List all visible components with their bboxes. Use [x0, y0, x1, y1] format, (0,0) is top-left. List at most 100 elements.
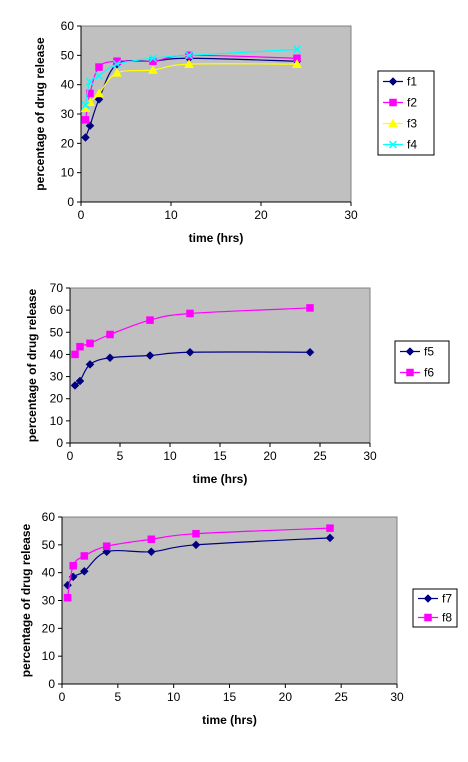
data-point-f6: [186, 309, 194, 318]
data-point-f5: [85, 360, 95, 369]
legend-marker-f3: [388, 118, 398, 128]
data-point-f6: [76, 342, 84, 351]
y-tick-label: 60: [61, 19, 75, 33]
y-axis-title-3: percentage of drug release: [19, 523, 33, 677]
data-point-f5: [70, 381, 80, 390]
data-point-f1: [94, 94, 104, 104]
data-point-f6: [306, 304, 314, 312]
y-tick-label: 10: [50, 414, 64, 428]
data-point-f2: [81, 116, 90, 124]
legend-label-f6: f6: [424, 366, 434, 380]
x-tick-label: 20: [279, 690, 293, 704]
x-tick-label: 10: [163, 449, 177, 463]
data-point-f4: [292, 45, 302, 54]
y-tick-label: 10: [42, 649, 56, 663]
data-point-f5: [75, 376, 85, 386]
x-tick-label: 0: [59, 690, 66, 704]
plot-area-1: [80, 25, 352, 203]
legend-marker-f4: [388, 140, 398, 149]
data-point-f3: [94, 88, 104, 98]
legend-marker-f2: [389, 98, 397, 107]
legend-label-f3: f3: [407, 117, 417, 131]
data-point-f8: [80, 552, 89, 560]
x-axis-title-1: time (hrs): [189, 231, 244, 245]
data-point-f7: [146, 547, 156, 557]
data-point-f1: [81, 133, 90, 142]
y-tick-label: 30: [61, 107, 75, 121]
data-point-f5: [305, 347, 315, 357]
legend-box: [412, 588, 458, 628]
x-axis-title-3: time (hrs): [202, 713, 257, 727]
y-axis-title-1: percentage of drug release: [33, 37, 47, 191]
data-point-f1: [85, 121, 95, 131]
data-point-f7: [325, 533, 335, 543]
chart-3: 0 10 20 30 40 50 60 0 5 10 15 20 25 30 time (hrs) perce…: [19, 510, 458, 727]
data-point-f4: [184, 51, 194, 60]
data-point-f8: [102, 542, 111, 550]
y-tick-label: 50: [61, 48, 75, 62]
series-f4: [81, 45, 302, 110]
y-tick-label: 20: [61, 136, 75, 150]
data-point-f7: [191, 540, 201, 550]
data-point-f2: [95, 63, 103, 71]
x-tick-label: 25: [313, 449, 327, 463]
legend-marker-f8: [424, 613, 432, 622]
x-tick-label: 15: [213, 449, 227, 463]
data-point-f5: [145, 351, 155, 360]
legend-label-f7: f7: [442, 592, 452, 606]
series-f8: [63, 524, 334, 602]
y-tick-label: 50: [50, 325, 64, 339]
x-tick-label: 5: [117, 449, 124, 463]
y-tick-label: 30: [50, 370, 64, 384]
chart-2: 0 10 20 30 40 50 60 70 0 5 10 15 20 25 30 time (hrs) per…: [25, 281, 450, 486]
y-tick-label: 0: [56, 436, 63, 450]
y-tick-label: 50: [42, 538, 56, 552]
y-tick-label: 60: [42, 510, 56, 524]
series-f6: [71, 304, 314, 359]
data-point-f4: [94, 71, 104, 80]
x-tick-label: 0: [78, 208, 85, 222]
data-point-f8: [326, 524, 334, 532]
legend-label-f4: f4: [407, 138, 417, 152]
data-point-f3: [112, 67, 122, 77]
x-tick-label: 15: [223, 690, 237, 704]
legend-1: f1 f2 f3 f4: [377, 70, 435, 156]
y-tick-label: 40: [61, 78, 75, 92]
legend-box: [394, 340, 450, 384]
x-tick-label: 20: [263, 449, 277, 463]
x-tick-label: 30: [390, 690, 404, 704]
x-tick-label: 30: [344, 208, 358, 222]
y-axis-title-2: percentage of drug release: [25, 288, 39, 442]
legend-box: [377, 70, 435, 156]
y-tick-label: 40: [50, 347, 64, 361]
legend-marker-f5: [405, 347, 415, 356]
data-point-f3: [292, 59, 302, 68]
data-point-f6: [146, 316, 154, 324]
data-point-f7: [79, 566, 89, 576]
data-point-f6: [86, 339, 94, 348]
plot-area-3: [61, 516, 398, 685]
y-tick-label: 70: [50, 281, 64, 295]
y-tick-label: 10: [61, 166, 75, 180]
data-point-f3: [184, 59, 194, 68]
y-tick-label: 40: [42, 566, 56, 580]
legend-2: f5 f6: [394, 340, 450, 384]
x-tick-label: 5: [114, 690, 121, 704]
data-point-f8: [69, 561, 77, 570]
y-tick-label: 60: [50, 303, 64, 317]
x-tick-label: 20: [254, 208, 268, 222]
legend-marker-f1: [388, 77, 398, 86]
data-point-f8: [63, 593, 72, 602]
x-tick-label: 25: [334, 690, 348, 704]
data-point-f4: [148, 54, 158, 63]
data-point-f4: [85, 77, 95, 86]
data-point-f6: [71, 350, 79, 359]
y-tick-label: 0: [67, 195, 74, 209]
chart-1: 0 10 20 30 40 50 60 0 10 20 30 time (hrs) percentage…: [33, 19, 435, 245]
x-axis-title-2: time (hrs): [193, 472, 248, 486]
y-tick-label: 30: [42, 594, 56, 608]
legend-label-f5: f5: [424, 345, 434, 359]
series-f5: [70, 347, 315, 390]
